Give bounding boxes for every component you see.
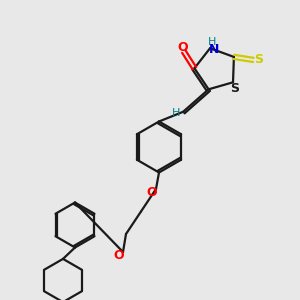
Text: S: S: [230, 82, 239, 95]
Text: H: H: [172, 108, 181, 118]
Text: N: N: [209, 43, 220, 56]
Text: O: O: [177, 41, 188, 54]
Text: S: S: [254, 53, 263, 66]
Text: O: O: [146, 186, 157, 199]
Text: O: O: [113, 249, 124, 262]
Text: H: H: [208, 37, 217, 46]
